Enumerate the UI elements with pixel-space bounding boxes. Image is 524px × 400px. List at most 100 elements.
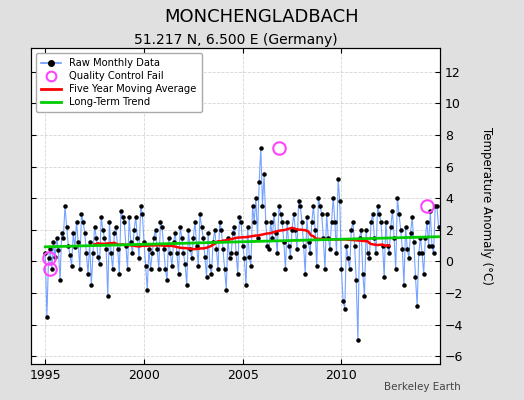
Point — [304, 239, 313, 246]
Title: 51.217 N, 6.500 E (Germany): 51.217 N, 6.500 E (Germany) — [134, 33, 337, 47]
Point — [393, 195, 401, 201]
Point — [208, 271, 216, 277]
Point — [173, 250, 181, 257]
Point — [385, 250, 394, 257]
Point — [225, 255, 234, 261]
Point — [271, 230, 280, 236]
Text: Berkeley Earth: Berkeley Earth — [385, 382, 461, 392]
Point — [280, 239, 288, 246]
Point — [397, 226, 405, 233]
Point — [258, 203, 267, 209]
Point — [238, 242, 247, 249]
Point — [209, 239, 217, 246]
Point — [117, 208, 125, 214]
Point — [43, 314, 51, 320]
Point — [166, 250, 174, 257]
Point — [265, 246, 273, 252]
Point — [426, 208, 434, 214]
Point — [125, 214, 134, 220]
Point — [89, 250, 97, 257]
Point — [428, 242, 436, 249]
Point — [198, 223, 206, 230]
Point — [211, 226, 219, 233]
Point — [283, 218, 291, 225]
Point — [132, 214, 140, 220]
Point — [248, 203, 257, 209]
Point — [400, 282, 408, 288]
Point — [148, 250, 156, 257]
Point — [328, 218, 336, 225]
Point — [122, 242, 130, 249]
Point — [361, 293, 369, 299]
Legend: Raw Monthly Data, Quality Control Fail, Five Year Moving Average, Long-Term Tren: Raw Monthly Data, Quality Control Fail, … — [37, 53, 202, 112]
Point — [263, 242, 271, 249]
Point — [82, 250, 91, 257]
Point — [194, 263, 202, 269]
Point — [112, 223, 120, 230]
Point — [255, 179, 264, 186]
Point — [349, 218, 357, 225]
Point — [411, 274, 420, 280]
Point — [158, 223, 166, 230]
Point — [85, 239, 94, 246]
Point — [421, 234, 430, 241]
Point — [168, 263, 176, 269]
Point — [377, 218, 385, 225]
Point — [178, 234, 186, 241]
Point — [105, 218, 114, 225]
Point — [221, 266, 229, 272]
Point — [123, 266, 132, 272]
Point — [84, 271, 92, 277]
Point — [306, 250, 314, 257]
Point — [351, 242, 359, 249]
Point — [364, 250, 372, 257]
Point — [68, 263, 76, 269]
Point — [66, 252, 74, 258]
Point — [159, 246, 168, 252]
Point — [286, 253, 294, 260]
Point — [288, 226, 296, 233]
Point — [118, 214, 127, 220]
Point — [146, 266, 155, 272]
Point — [429, 250, 438, 257]
Point — [240, 255, 248, 261]
Point — [312, 263, 321, 269]
Point — [161, 266, 170, 272]
Point — [314, 195, 323, 201]
Point — [270, 211, 278, 217]
Point — [186, 246, 194, 252]
Point — [433, 203, 441, 209]
Point — [322, 211, 331, 217]
Point — [133, 234, 141, 241]
Point — [155, 266, 163, 272]
Point — [181, 261, 189, 268]
Point — [128, 250, 137, 257]
Point — [242, 282, 250, 288]
Point — [237, 218, 245, 225]
Point — [424, 242, 433, 249]
Point — [308, 218, 316, 225]
Point — [281, 266, 290, 272]
Point — [278, 218, 287, 225]
Point — [354, 337, 362, 344]
Point — [316, 203, 324, 209]
Point — [337, 266, 346, 272]
Point — [299, 242, 308, 249]
Point — [403, 246, 411, 252]
Point — [51, 253, 59, 260]
Point — [77, 211, 85, 217]
Point — [381, 218, 390, 225]
Point — [196, 211, 204, 217]
Point — [398, 246, 407, 252]
Point — [228, 230, 237, 236]
Point — [261, 218, 270, 225]
Point — [335, 198, 344, 204]
Point — [321, 266, 329, 272]
Point — [374, 203, 382, 209]
Point — [370, 234, 378, 241]
Point — [247, 263, 255, 269]
Point — [245, 253, 254, 260]
Point — [250, 218, 258, 225]
Point — [423, 218, 431, 225]
Point — [431, 203, 440, 209]
